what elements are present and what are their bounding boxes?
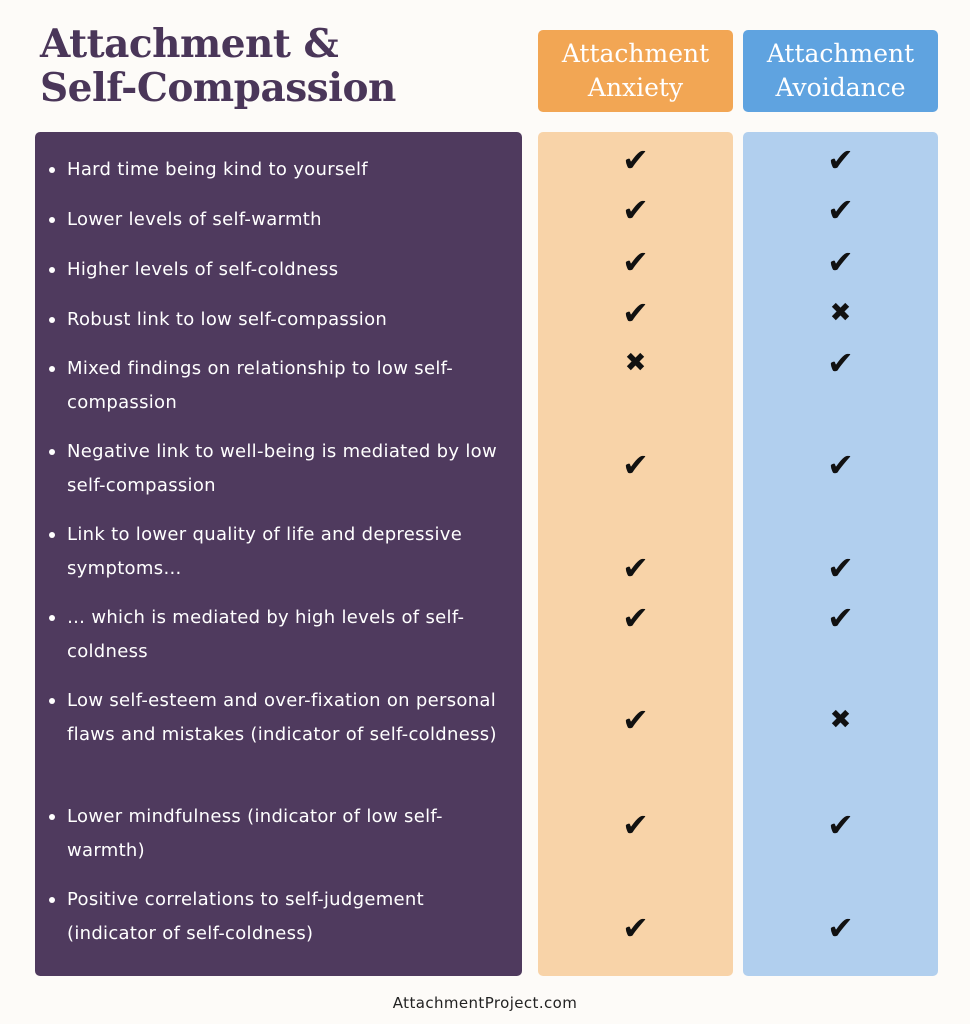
check-icon: ✔ bbox=[622, 701, 649, 739]
check-icon: ✔ bbox=[622, 549, 649, 587]
check-icon: ✔ bbox=[622, 599, 649, 637]
anxiety-column: ✔ ✔ ✔ ✔ ✖ ✔ ✔ ✔ ✔ ✔ ✔ bbox=[538, 132, 733, 976]
check-icon: ✔ bbox=[622, 909, 649, 947]
statement-item: Robust link to low self-compassion bbox=[49, 303, 517, 337]
check-icon: ✔ bbox=[827, 549, 854, 587]
check-icon: ✔ bbox=[622, 294, 649, 332]
title-line-2: Self-Compassion bbox=[40, 65, 396, 111]
title-line-1: Attachment & bbox=[40, 21, 339, 67]
statement-item: Lower mindfulness (indicator of low self… bbox=[49, 800, 517, 867]
check-icon: ✔ bbox=[622, 191, 649, 229]
statement-item: Higher levels of self-coldness bbox=[49, 253, 517, 287]
check-icon: ✔ bbox=[827, 446, 854, 484]
statement-item: Positive correlations to self-judgement … bbox=[49, 883, 517, 950]
check-icon: ✔ bbox=[827, 806, 854, 844]
check-icon: ✔ bbox=[827, 344, 854, 382]
avoidance-column-header: Attachment Avoidance bbox=[743, 30, 938, 112]
statement-item: Lower levels of self-warmth bbox=[49, 203, 517, 237]
statements-panel: Hard time being kind to yourself Lower le… bbox=[35, 132, 522, 976]
statement-item: Low self-esteem and over-fixation on per… bbox=[49, 684, 517, 751]
check-icon: ✔ bbox=[622, 141, 649, 179]
cross-icon: ✖ bbox=[829, 298, 852, 328]
statement-item: Hard time being kind to yourself bbox=[49, 153, 517, 187]
check-icon: ✔ bbox=[827, 243, 854, 281]
check-icon: ✔ bbox=[622, 446, 649, 484]
cross-icon: ✖ bbox=[624, 348, 647, 378]
anxiety-column-header: Attachment Anxiety bbox=[538, 30, 733, 112]
check-icon: ✔ bbox=[827, 141, 854, 179]
check-icon: ✔ bbox=[622, 806, 649, 844]
statement-item: Mixed findings on relationship to low se… bbox=[49, 352, 517, 419]
statement-item: Link to lower quality of life and depres… bbox=[49, 518, 517, 585]
statement-item: … which is mediated by high levels of se… bbox=[49, 601, 517, 668]
statement-item: Negative link to well-being is mediated … bbox=[49, 435, 517, 502]
check-icon: ✔ bbox=[622, 243, 649, 281]
page-title: Attachment & Self-Compassion bbox=[40, 22, 396, 110]
avoidance-column: ✔ ✔ ✔ ✖ ✔ ✔ ✔ ✔ ✖ ✔ ✔ bbox=[743, 132, 938, 976]
check-icon: ✔ bbox=[827, 599, 854, 637]
check-icon: ✔ bbox=[827, 909, 854, 947]
check-icon: ✔ bbox=[827, 191, 854, 229]
footer-source: AttachmentProject.com bbox=[392, 994, 578, 1012]
cross-icon: ✖ bbox=[829, 705, 852, 735]
